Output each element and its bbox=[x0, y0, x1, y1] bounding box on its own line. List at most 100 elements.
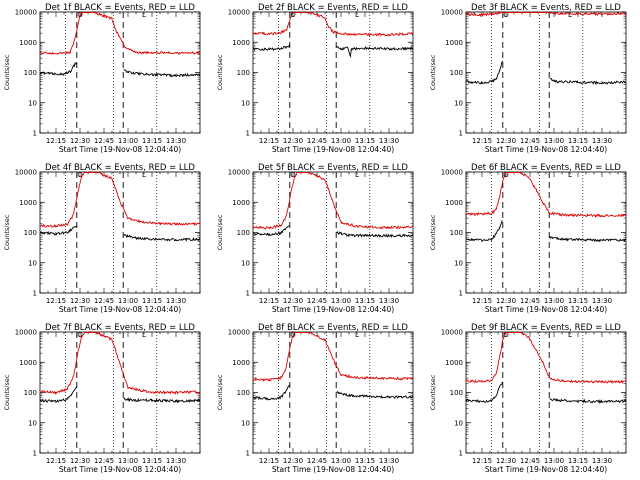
peak-marker: O bbox=[503, 11, 509, 19]
x-tick-label: 12:15 bbox=[46, 457, 66, 465]
y-tick-label: 10 bbox=[454, 259, 463, 267]
panel-title: Det 1f BLACK = Events, RED = LLD bbox=[45, 3, 195, 13]
y-tick-label: 10 bbox=[28, 419, 37, 427]
l-marker: L bbox=[142, 171, 146, 179]
y-tick-label: 1 bbox=[459, 130, 463, 138]
y-tick-label: 10000 bbox=[228, 329, 250, 337]
peak-marker: O bbox=[290, 171, 296, 179]
x-tick-label: 13:30 bbox=[592, 137, 612, 145]
lld-series-line bbox=[465, 11, 627, 18]
y-tick-label: 100 bbox=[450, 389, 463, 397]
y-tick-label: 1000 bbox=[19, 359, 37, 367]
x-tick-label: 12:30 bbox=[70, 297, 90, 305]
y-tick-label: 10 bbox=[28, 259, 37, 267]
detector-panel-9: Det 9f BLACK = Events, RED = LLD 1 10 100 10… bbox=[429, 323, 627, 474]
l-marker: L bbox=[568, 331, 572, 339]
y-tick-label: 100 bbox=[450, 229, 463, 237]
x-axis-title: Start Time (19-Nov-08 12:04:40) bbox=[59, 465, 181, 474]
panel-title: Det 7f BLACK = Events, RED = LLD bbox=[45, 323, 195, 333]
y-tick-label: 1000 bbox=[232, 359, 250, 367]
lld-series-line bbox=[39, 331, 201, 395]
x-tick-label: 13:30 bbox=[166, 457, 186, 465]
x-axis-title: Start Time (19-Nov-08 12:04:40) bbox=[59, 145, 181, 154]
detector-panel-4: Det 4f BLACK = Events, RED = LLD 1 10 100 10… bbox=[3, 163, 201, 314]
l-marker: L bbox=[355, 331, 359, 339]
panel-title: Det 8f BLACK = Events, RED = LLD bbox=[258, 323, 408, 333]
detector-panel-1: Det 1f BLACK = Events, RED = LLD 1 10 100 10… bbox=[3, 3, 201, 154]
y-tick-label: 10 bbox=[454, 99, 463, 107]
peak-marker: O bbox=[290, 331, 296, 339]
x-tick-label: 12:45 bbox=[520, 297, 540, 305]
x-tick-label: 13:30 bbox=[166, 297, 186, 305]
y-tick-label: 1000 bbox=[445, 199, 463, 207]
y-axis-title: Counts/sec bbox=[216, 54, 224, 90]
x-tick-label: 12:30 bbox=[70, 137, 90, 145]
y-tick-label: 1000 bbox=[19, 199, 37, 207]
x-axis-title: Start Time (19-Nov-08 12:04:40) bbox=[485, 465, 607, 474]
y-tick-label: 1 bbox=[459, 290, 463, 298]
panel-title: Det 5f BLACK = Events, RED = LLD bbox=[258, 163, 408, 173]
detector-panel-8: Det 8f BLACK = Events, RED = LLD 1 10 100 10… bbox=[216, 323, 414, 474]
x-tick-label: 13:00 bbox=[331, 137, 351, 145]
detector-panel-6: Det 6f BLACK = Events, RED = LLD 1 10 100 10… bbox=[429, 163, 627, 314]
lld-series-line bbox=[39, 11, 201, 56]
x-axis-title: Start Time (19-Nov-08 12:04:40) bbox=[272, 465, 394, 474]
x-tick-label: 12:45 bbox=[94, 457, 114, 465]
l-marker: L bbox=[568, 11, 572, 19]
plot-frame bbox=[252, 11, 414, 134]
y-axis-title: Counts/sec bbox=[3, 54, 11, 90]
plot-frame bbox=[465, 171, 627, 294]
y-tick-label: 1 bbox=[246, 450, 250, 458]
x-tick-label: 13:30 bbox=[592, 457, 612, 465]
x-tick-label: 13:30 bbox=[379, 137, 399, 145]
x-tick-label: 12:15 bbox=[259, 457, 279, 465]
lld-series-line bbox=[252, 332, 414, 382]
y-tick-label: 100 bbox=[24, 69, 37, 77]
x-tick-label: 13:15 bbox=[355, 297, 375, 305]
x-tick-label: 12:15 bbox=[472, 297, 492, 305]
x-tick-label: 13:00 bbox=[118, 137, 138, 145]
l-marker: L bbox=[355, 11, 359, 19]
panel-title: Det 3f BLACK = Events, RED = LLD bbox=[471, 3, 621, 13]
x-tick-label: 13:00 bbox=[544, 457, 564, 465]
peak-marker: O bbox=[77, 331, 83, 339]
x-tick-label: 12:45 bbox=[94, 137, 114, 145]
y-tick-label: 1 bbox=[246, 130, 250, 138]
x-tick-label: 12:15 bbox=[472, 457, 492, 465]
detector-panel-2: Det 2f BLACK = Events, RED = LLD 1 10 100 10… bbox=[216, 3, 414, 154]
events-series-line bbox=[39, 386, 201, 404]
y-tick-label: 10000 bbox=[228, 169, 250, 177]
panel-title: Det 6f BLACK = Events, RED = LLD bbox=[471, 163, 621, 173]
events-series-line bbox=[465, 60, 627, 85]
peak-marker: O bbox=[77, 171, 83, 179]
events-series-line bbox=[39, 62, 201, 78]
l-marker: L bbox=[355, 171, 359, 179]
y-tick-label: 10000 bbox=[441, 169, 463, 177]
lld-series-line bbox=[465, 172, 627, 218]
panel-title: Det 4f BLACK = Events, RED = LLD bbox=[45, 163, 195, 173]
y-tick-label: 1 bbox=[246, 290, 250, 298]
x-tick-label: 12:45 bbox=[520, 457, 540, 465]
y-tick-label: 10000 bbox=[441, 9, 463, 17]
y-tick-label: 1 bbox=[459, 450, 463, 458]
x-tick-label: 12:30 bbox=[496, 137, 516, 145]
y-tick-label: 10000 bbox=[441, 329, 463, 337]
y-tick-label: 100 bbox=[237, 69, 250, 77]
plot-frame bbox=[252, 171, 414, 294]
y-tick-label: 1000 bbox=[232, 39, 250, 47]
y-tick-label: 10000 bbox=[15, 329, 37, 337]
x-tick-label: 13:15 bbox=[568, 137, 588, 145]
y-axis-title: Counts/sec bbox=[429, 214, 437, 250]
x-tick-label: 13:15 bbox=[142, 137, 162, 145]
x-tick-label: 12:15 bbox=[259, 137, 279, 145]
y-tick-label: 1 bbox=[33, 130, 37, 138]
y-tick-label: 10 bbox=[28, 99, 37, 107]
plot-frame bbox=[252, 331, 414, 454]
lld-series-line bbox=[252, 172, 414, 230]
x-tick-label: 13:15 bbox=[142, 297, 162, 305]
x-axis-title: Start Time (19-Nov-08 12:04:40) bbox=[272, 305, 394, 314]
x-tick-label: 12:45 bbox=[307, 457, 327, 465]
x-tick-label: 12:15 bbox=[472, 137, 492, 145]
x-axis-title: Start Time (19-Nov-08 12:04:40) bbox=[485, 145, 607, 154]
x-tick-label: 13:00 bbox=[331, 457, 351, 465]
